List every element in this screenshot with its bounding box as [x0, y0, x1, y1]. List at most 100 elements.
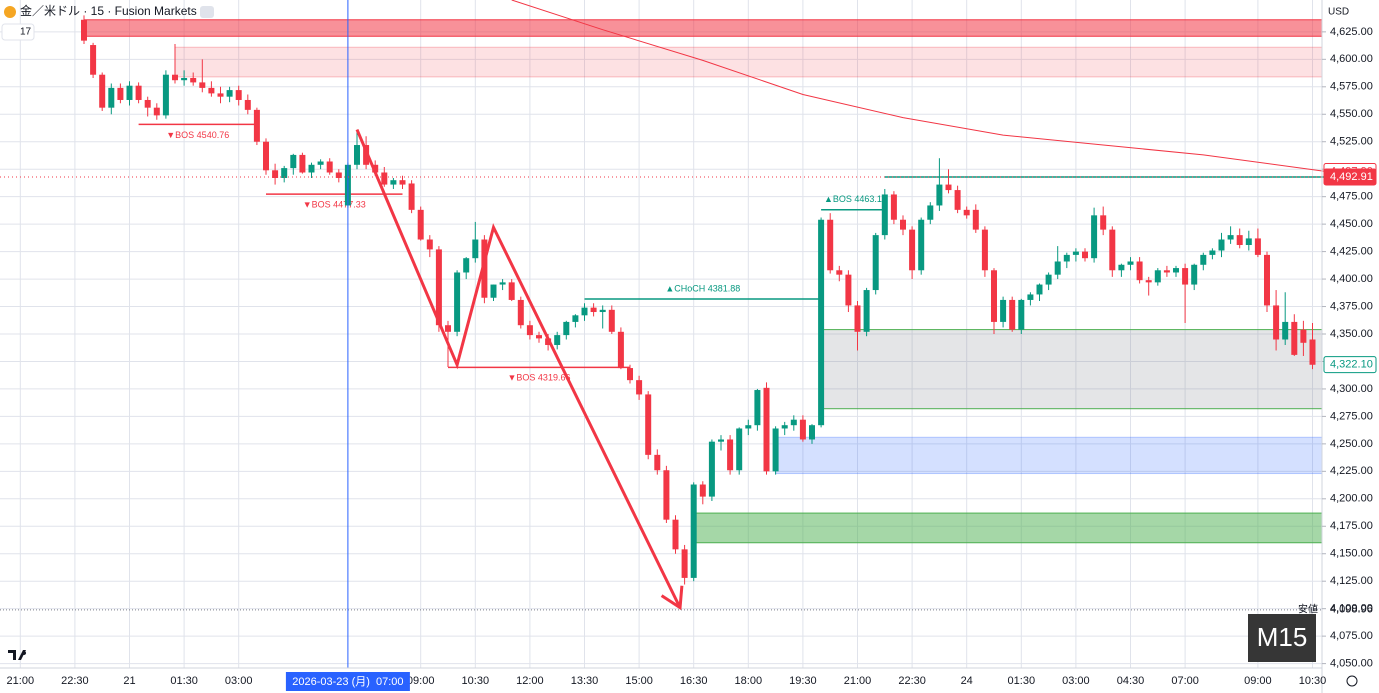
candle-body	[90, 45, 97, 75]
candle-body	[472, 239, 479, 259]
candle-body	[435, 249, 442, 326]
candle-body	[918, 219, 925, 271]
candle-body	[1300, 329, 1307, 343]
candle-body	[972, 209, 979, 230]
candle-body	[1218, 239, 1225, 251]
settings-icon[interactable]	[1346, 675, 1358, 687]
candle-body	[672, 519, 679, 550]
candle-body	[135, 85, 142, 100]
candle-body	[872, 235, 879, 291]
low-label: 安値	[1298, 602, 1318, 615]
y-tick-label: 4,550.00	[1330, 108, 1373, 120]
x-tick-label: 04:30	[1117, 675, 1145, 687]
candle-body	[1000, 299, 1007, 322]
low-value: 4,098.96	[1330, 604, 1373, 616]
candle-body	[845, 274, 852, 306]
candle-body	[1309, 339, 1316, 365]
x-tick-label: 10:30	[462, 675, 490, 687]
candle-body	[272, 170, 279, 178]
y-tick-label: 4,525.00	[1330, 136, 1373, 148]
x-tick-label: 16:30	[680, 675, 708, 687]
candle-body	[126, 85, 133, 100]
candle-body	[963, 209, 970, 216]
plot-area: ▼BOS 4540.76 ▼BOS 4477.33 ▼BOS 4319.66 ▲CHo…	[0, 0, 1327, 668]
candle-body	[927, 205, 934, 220]
candle-body	[1054, 261, 1061, 275]
candle-body	[1236, 235, 1243, 246]
candle-body	[1100, 215, 1107, 230]
candle-body	[818, 219, 825, 426]
candle-body	[854, 305, 861, 332]
candle-body	[536, 335, 542, 339]
candle-body	[900, 219, 906, 230]
candle-body	[217, 93, 224, 97]
candle-body	[363, 145, 370, 165]
candle-body	[718, 439, 724, 442]
arrow-head	[660, 585, 684, 611]
candle-body	[1209, 250, 1216, 255]
candle-body	[390, 180, 397, 185]
candle-body	[253, 109, 260, 142]
candle-body	[108, 87, 115, 108]
candle-body	[636, 380, 643, 395]
timeframe: M15	[1257, 622, 1308, 652]
zigzag-arrow	[355, 129, 682, 609]
candle-body	[1127, 261, 1134, 265]
candle-body	[1245, 238, 1252, 246]
candle-body	[481, 239, 488, 298]
y-tick-label: 4,125.00	[1330, 575, 1373, 587]
y-tick-label: 4,275.00	[1330, 410, 1373, 422]
candle-body	[517, 299, 524, 326]
candle-body	[172, 74, 178, 81]
y-tick-label: 4,600.00	[1330, 53, 1373, 65]
candle-body	[827, 219, 834, 271]
candle-body	[590, 307, 597, 313]
candle-body	[763, 387, 770, 472]
candle-body	[708, 441, 715, 497]
candle-body	[399, 180, 406, 185]
x-tick-label: 03:00	[225, 675, 253, 687]
symbol-title: 金／米ドル · 15 · Fusion Markets	[20, 3, 197, 18]
candle-body	[235, 90, 242, 100]
candle-body	[1200, 254, 1207, 265]
candle-body	[445, 325, 451, 332]
candle-body	[1154, 270, 1161, 283]
candle-body	[181, 78, 188, 81]
y-tick-label: 4,300.00	[1330, 383, 1373, 395]
candle-body	[836, 270, 843, 275]
candle-body	[326, 161, 333, 173]
y-tick-label: 4,575.00	[1330, 81, 1373, 93]
candle-body	[1282, 321, 1289, 340]
y-tick-label: 4,400.00	[1330, 273, 1373, 285]
candle-body	[1018, 299, 1025, 330]
candle-body	[1009, 299, 1016, 330]
candle-body	[190, 78, 197, 83]
candle-body	[936, 184, 943, 206]
candle-body	[81, 19, 87, 41]
indicator-badge-box[interactable]	[1, 23, 35, 41]
candle-body	[645, 394, 652, 455]
crosshair-label-box	[285, 672, 410, 691]
collapse-button[interactable]	[200, 6, 214, 18]
candle-body	[508, 282, 515, 300]
candle-body	[1163, 270, 1170, 273]
candle-body	[581, 307, 588, 316]
price-label: 4,322.10	[1330, 359, 1373, 371]
structure-label: ▲CHoCH 4381.88	[665, 283, 740, 293]
y-tick-label: 4,150.00	[1330, 548, 1373, 560]
y-tick-label: 4,625.00	[1330, 26, 1373, 38]
candle-body	[1109, 229, 1116, 271]
candle-body	[954, 190, 961, 210]
candle-body	[1254, 238, 1261, 255]
candle-body	[608, 309, 615, 332]
x-tick-label: 21:00	[844, 675, 872, 687]
candle-body	[1082, 251, 1088, 259]
candle-body	[153, 107, 160, 116]
x-tick-label: 22:30	[61, 675, 89, 687]
x-tick-label: 15:00	[625, 675, 653, 687]
moving-average	[511, 0, 1327, 172]
y-tick-label: 4,225.00	[1330, 465, 1373, 477]
x-tick-label: 09:00	[407, 675, 435, 687]
candle-body	[290, 154, 297, 169]
candle-body	[1227, 235, 1234, 240]
